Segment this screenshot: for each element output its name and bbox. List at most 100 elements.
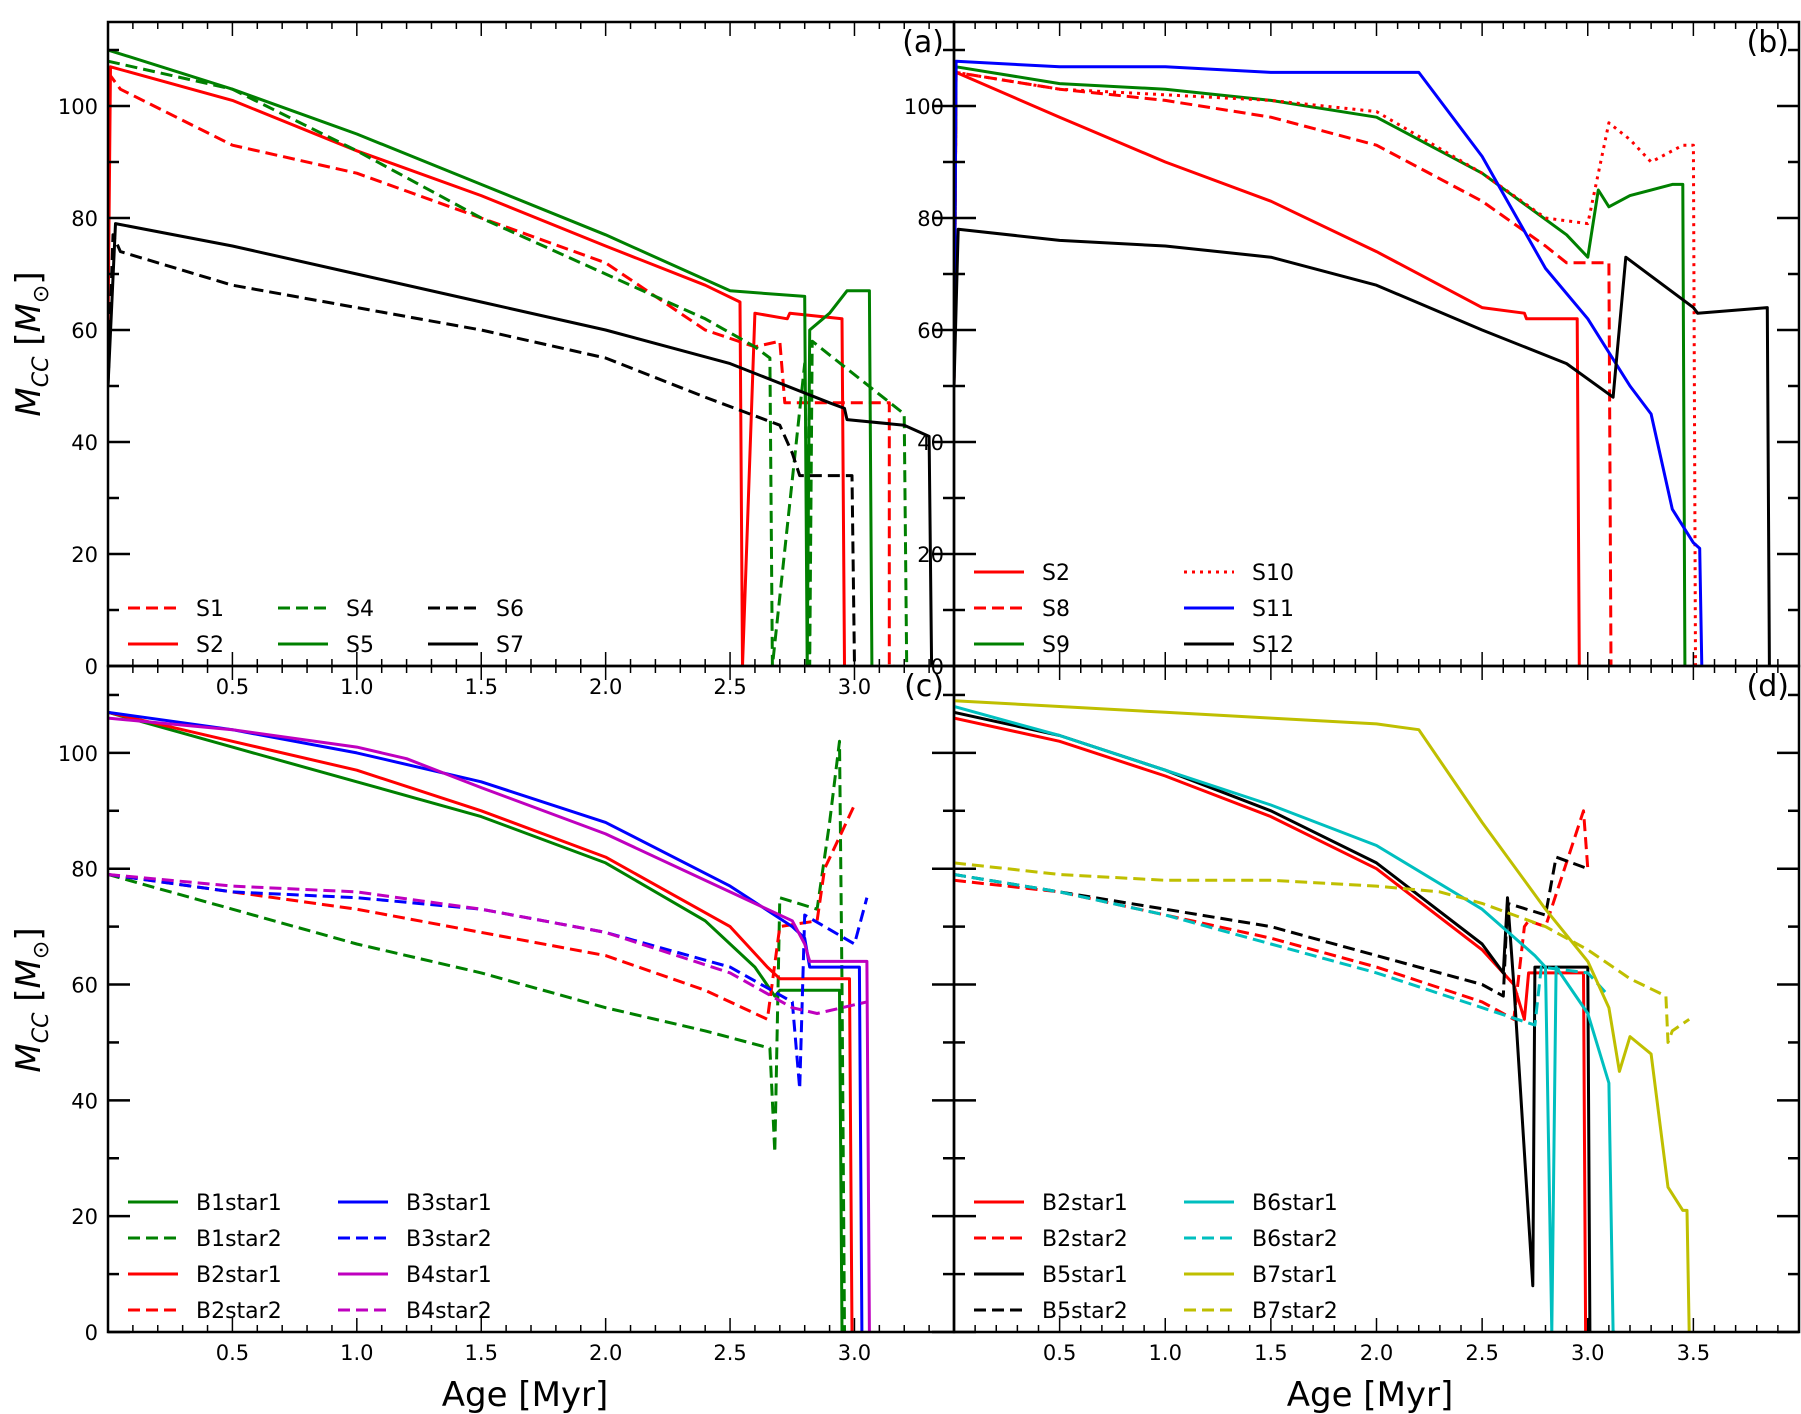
legend-label-b7star2: B7star2 — [1252, 1299, 1338, 1324]
x-tick-label: 2.5 — [1465, 1341, 1498, 1365]
y-tick-label: 80 — [71, 207, 98, 231]
series-line-s11-solid — [954, 59, 1704, 666]
panel-frame — [106, 20, 956, 668]
y-tick-label: 60 — [71, 319, 98, 343]
legend-label-b6star2: B6star2 — [1252, 1227, 1338, 1252]
series-line-b6star1-solid — [954, 705, 1616, 1332]
series-line-s2-solid — [954, 70, 1581, 666]
series-line-b3star2-dashed — [108, 873, 869, 1091]
series-line-s1-dashed — [108, 71, 895, 666]
x-tick-label: 1.5 — [1254, 1341, 1287, 1365]
legend: S1 S2 S4 S5 S6 S7 — [128, 597, 524, 658]
legend-label-s10: S10 — [1252, 561, 1294, 586]
legend-label-b1star1: B1star1 — [196, 1191, 282, 1216]
panel-label: (a) — [902, 25, 944, 60]
series-line-s7-solid — [108, 222, 934, 666]
y-axis-title: MCC [M⊙] — [9, 927, 54, 1072]
legend-label-b5star2: B5star2 — [1042, 1299, 1128, 1324]
y-tick-label: 40 — [71, 1089, 98, 1113]
legend-label-b2star1: B2star1 — [196, 1263, 282, 1288]
series-line-s5-solid — [108, 48, 874, 666]
y-tick-label: 40 — [71, 431, 98, 455]
y-tick-label: 40 — [917, 431, 944, 455]
series-line-s4-dashed — [108, 59, 909, 666]
legend: B1star1 B1star2 B2star1 B2star2 B3star1 B3sta… — [128, 1191, 492, 1324]
y-axis-title: MCC [M⊙] — [9, 271, 54, 416]
x-tick-label: 3.0 — [1571, 1341, 1604, 1365]
legend-label-s9: S9 — [1042, 633, 1070, 658]
series-line-s10-dotted — [954, 70, 1697, 666]
legend-label-b7star1: B7star1 — [1252, 1263, 1338, 1288]
series-line-s12-solid — [954, 227, 1771, 666]
series-group — [954, 59, 1771, 666]
legend-label-b3star1: B3star1 — [406, 1191, 492, 1216]
series-line-b4star2-dashed — [108, 873, 868, 1015]
x-tick-label: 1.5 — [465, 1341, 498, 1365]
legend-label-s2: S2 — [196, 633, 224, 658]
x-tick-label: 2.0 — [589, 1341, 622, 1365]
y-tick-label: 100 — [904, 95, 944, 119]
series-line-b2star2-dashed — [108, 804, 856, 1021]
panel-d: 0.5 1.0 1.5 2.0 2.5 3.0 3.5 (d) B2star1 B2star2 B5… — [952, 664, 1801, 1365]
y-tick-label: 20 — [917, 543, 944, 567]
y-tick-label: 20 — [71, 1205, 98, 1229]
series-line-b1star1-solid — [108, 710, 844, 1332]
panel-label: (d) — [1747, 669, 1789, 704]
series-line-s2-solid — [108, 65, 846, 666]
y-tick-label: 80 — [71, 858, 98, 882]
panel-label: (b) — [1747, 25, 1789, 60]
legend: B2star1 B2star2 B5star1 B5star2 B6star1 B6sta… — [974, 1191, 1338, 1324]
legend-label-s7: S7 — [496, 633, 524, 658]
series-line-b7star2-dashed — [954, 861, 1691, 1044]
legend-label-b3star2: B3star2 — [406, 1227, 492, 1252]
x-tick-label: 2.5 — [713, 1341, 746, 1365]
legend-label-s11: S11 — [1252, 597, 1294, 622]
legend-label-s4: S4 — [346, 597, 374, 622]
legend-label-b4star1: B4star1 — [406, 1263, 492, 1288]
legend-label-b2star1: B2star1 — [1042, 1191, 1128, 1216]
series-line-b1star2-dashed — [108, 739, 846, 1332]
legend-label-b2star2: B2star2 — [1042, 1227, 1128, 1252]
series-line-b4star1-solid — [108, 716, 871, 1332]
y-tick-label: 20 — [71, 543, 98, 567]
series-line-s6-dashed — [108, 233, 856, 666]
legend-label-b1star2: B1star2 — [196, 1227, 282, 1252]
series-line-b2star2-dashed — [954, 809, 1590, 1021]
y-tick-label: 0 — [85, 1321, 98, 1345]
series-line-b3star1-solid — [108, 710, 864, 1332]
panel-label: (c) — [904, 669, 944, 704]
series-line-b7star1-solid — [954, 699, 1691, 1332]
y-tick-label: 60 — [917, 319, 944, 343]
x-tick-label: 2.0 — [1360, 1341, 1393, 1365]
x-tick-label: 3.5 — [1677, 1341, 1710, 1365]
x-axis-title: Age [Myr] — [442, 1375, 609, 1414]
series-group — [954, 699, 1691, 1332]
y-tick-label: 100 — [58, 95, 98, 119]
y-tick-label: 0 — [85, 655, 98, 679]
legend-label-b5star1: B5star1 — [1042, 1263, 1128, 1288]
panel-c: 0 20 40 60 80 100 0.5 1.0 1.5 2.0 2.5 3.0 (c) B1star1… — [58, 664, 956, 1365]
legend-label-s6: S6 — [496, 597, 524, 622]
y-tick-label: 60 — [71, 974, 98, 998]
legend: S2 S8 S9 S10 S11 S12 — [974, 561, 1294, 658]
series-group — [108, 48, 934, 666]
series-group — [108, 710, 871, 1332]
series-line-b6star2-dashed — [954, 873, 1611, 1027]
legend-label-s1: S1 — [196, 597, 224, 622]
legend-label-b6star1: B6star1 — [1252, 1191, 1338, 1216]
x-tick-label: 1.0 — [1149, 1341, 1182, 1365]
x-axis-title: Age [Myr] — [1287, 1375, 1454, 1414]
series-line-b5star2-dashed — [954, 855, 1589, 998]
legend-label-s8: S8 — [1042, 597, 1070, 622]
legend-label-b2star2: B2star2 — [196, 1299, 282, 1324]
legend-label-s12: S12 — [1252, 633, 1294, 658]
series-line-s9-solid — [954, 65, 1687, 666]
legend-label-s5: S5 — [346, 633, 374, 658]
y-tick-label: 80 — [917, 207, 944, 231]
x-tick-label: 3.0 — [838, 1341, 871, 1365]
x-tick-label: 0.5 — [216, 1341, 249, 1365]
legend-label-s2: S2 — [1042, 561, 1070, 586]
